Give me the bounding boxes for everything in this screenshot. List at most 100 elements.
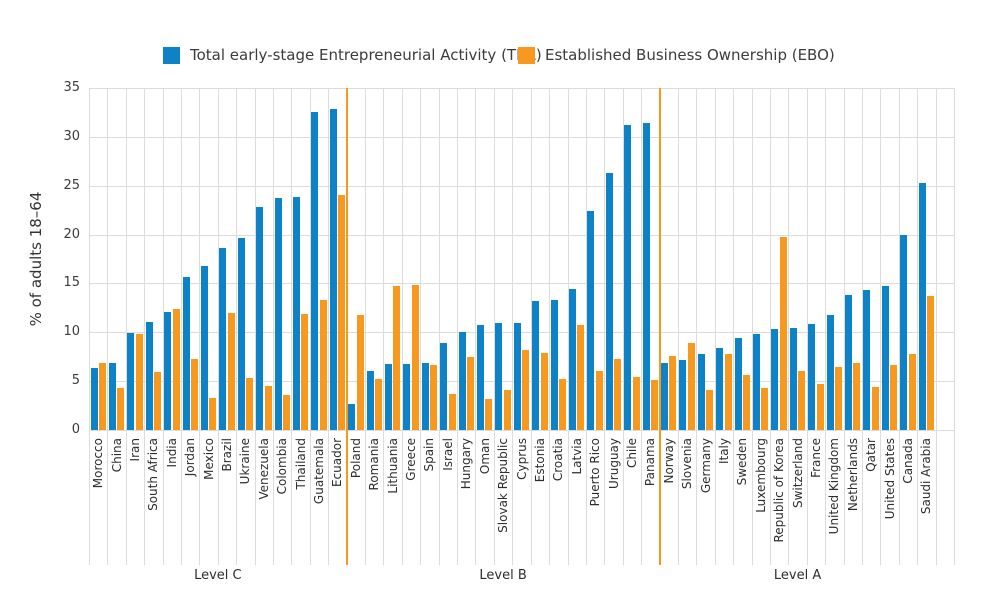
tea-bar	[440, 343, 448, 430]
country-label: Greece	[404, 438, 419, 481]
vertical-gridline	[254, 88, 256, 565]
tea-bar	[476, 325, 484, 430]
tea-bar	[403, 363, 411, 430]
tea-bar	[697, 353, 705, 430]
country-label: Oman	[477, 438, 492, 475]
ebo-bar	[374, 379, 382, 430]
ebo-bar	[724, 353, 732, 430]
vertical-gridline	[420, 88, 422, 565]
vertical-gridline	[530, 88, 532, 565]
horizontal-gridline	[89, 381, 954, 383]
ebo-bar	[246, 378, 254, 430]
ebo-bar	[411, 285, 419, 430]
vertical-gridline	[843, 88, 845, 565]
legend-label-tea: Total early-stage Entrepreneurial Activi…	[190, 46, 542, 64]
tea-bar	[900, 234, 908, 430]
country-label: Lithuania	[385, 438, 400, 494]
vertical-gridline	[917, 88, 919, 565]
ebo-bar	[816, 384, 824, 430]
ebo-bar	[393, 286, 401, 430]
ebo-bar	[282, 394, 290, 430]
country-label: Puerto Rico	[588, 438, 603, 507]
country-label: France	[808, 438, 823, 478]
tea-bar	[734, 338, 742, 430]
country-label: Hungary	[459, 438, 474, 490]
vertical-gridline	[806, 88, 808, 565]
country-label: Netherlands	[845, 438, 860, 512]
country-label: United Kingdom	[827, 438, 842, 535]
vertical-gridline	[144, 88, 146, 565]
ebo-bar	[172, 308, 180, 430]
vertical-gridline	[438, 88, 440, 565]
ebo-bar	[614, 358, 622, 430]
ebo-bar	[190, 358, 198, 430]
vertical-gridline	[677, 88, 679, 565]
country-label: Norway	[661, 438, 676, 484]
vertical-gridline	[880, 88, 882, 565]
vertical-gridline	[328, 88, 330, 565]
vertical-gridline	[788, 88, 790, 565]
country-label: Ukraine	[238, 438, 253, 485]
ebo-bar	[779, 236, 787, 430]
country-label: Colombia	[275, 438, 290, 495]
country-label: Ecuador	[330, 438, 345, 488]
vertical-gridline	[585, 88, 587, 565]
vertical-gridline	[622, 88, 624, 565]
ebo-bar	[117, 387, 125, 430]
tea-bar	[329, 109, 337, 430]
vertical-gridline	[475, 88, 477, 565]
ebo-bar	[319, 300, 327, 430]
ebo-bar	[154, 372, 162, 430]
legend-item-ebo: Established Business Ownership (EBO)	[518, 46, 835, 64]
tea-bar	[808, 324, 816, 430]
vertical-gridline	[825, 88, 827, 565]
vertical-gridline	[309, 88, 311, 565]
country-label: Estonia	[532, 438, 547, 483]
group-label: Level B	[479, 568, 527, 583]
tea-bar	[292, 197, 300, 430]
vertical-gridline	[162, 88, 164, 565]
ebo-bar	[595, 371, 603, 430]
tea-bar	[237, 238, 245, 430]
ebo-bar	[559, 379, 566, 430]
ebo-bar	[522, 349, 530, 430]
vertical-gridline	[291, 88, 293, 565]
y-tick-label: 35	[63, 80, 80, 95]
ebo-bar	[908, 353, 916, 430]
country-label: Italy	[716, 438, 731, 465]
y-tick-label: 0	[71, 422, 80, 437]
ebo-bar	[890, 364, 898, 430]
vertical-gridline	[457, 88, 459, 565]
ebo-bar	[338, 194, 346, 430]
country-label: United States	[882, 438, 897, 520]
country-label: Canada	[900, 438, 915, 484]
country-label: Jordan	[183, 438, 198, 477]
horizontal-gridline	[89, 185, 954, 187]
tea-bar	[716, 347, 724, 430]
tea-bar	[256, 207, 264, 430]
y-tick-label: 15	[63, 275, 80, 291]
y-tick-label: 10	[63, 324, 80, 340]
y-tick-label: 5	[71, 373, 80, 389]
vertical-gridline	[696, 88, 698, 565]
tea-bar	[753, 334, 761, 430]
country-label: Brazil	[220, 438, 235, 472]
ebo-bar	[430, 364, 438, 430]
ebo-bar	[98, 362, 106, 430]
country-label: Slovak Republic	[496, 438, 511, 533]
tea-bar	[311, 112, 319, 430]
horizontal-gridline	[89, 283, 954, 285]
vertical-gridline	[365, 88, 367, 565]
ebo-bar	[135, 334, 143, 430]
tea-bar	[624, 125, 632, 430]
country-label: Panama	[643, 438, 658, 487]
country-label: Spain	[422, 438, 437, 472]
tea-bar	[881, 286, 889, 430]
y-tick-label: 25	[63, 177, 80, 193]
tea-bar	[384, 363, 392, 430]
ebo-bar	[466, 356, 474, 430]
country-label: Republic of Korea	[772, 438, 787, 543]
vertical-gridline	[383, 88, 385, 565]
country-label: China	[109, 438, 124, 473]
